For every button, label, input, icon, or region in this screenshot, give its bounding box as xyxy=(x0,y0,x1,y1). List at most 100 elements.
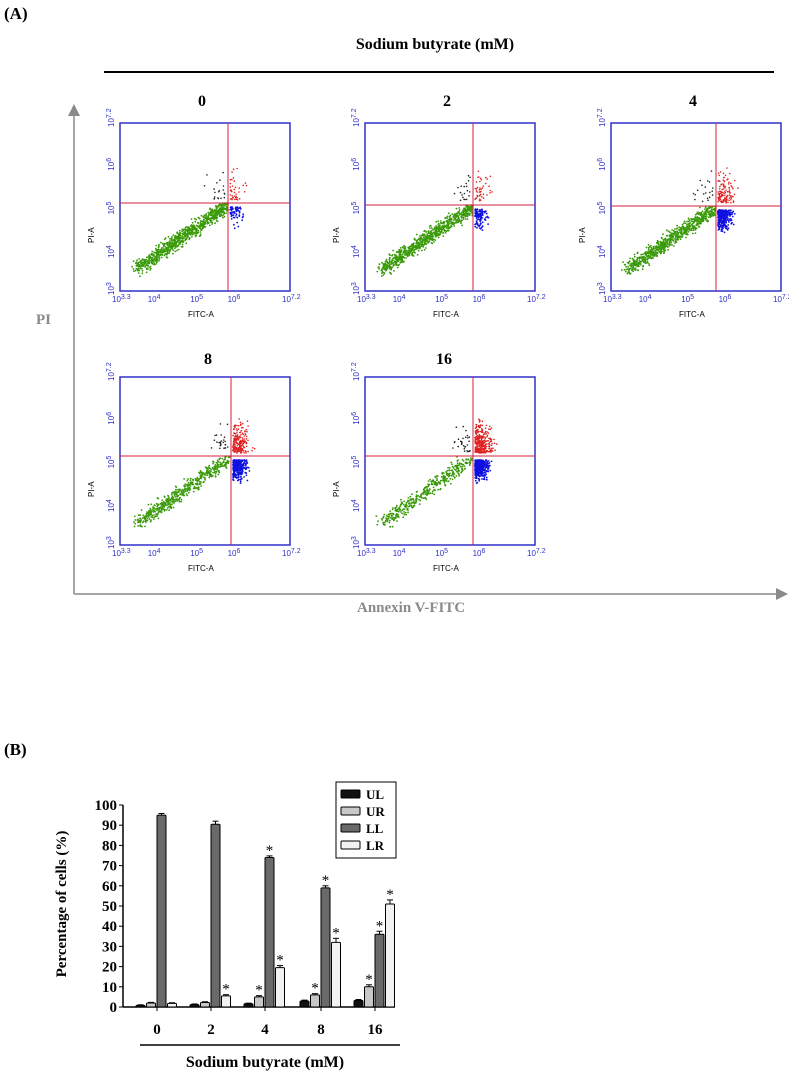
dot-ll xyxy=(650,247,652,249)
dot-lr xyxy=(732,212,734,214)
dot-ll xyxy=(190,479,192,481)
dot-ll xyxy=(711,211,713,213)
dot-ur xyxy=(730,197,732,199)
dot-ll xyxy=(193,491,195,493)
dot-ll xyxy=(464,468,466,470)
dot-ll xyxy=(461,466,463,468)
dot-ll xyxy=(188,487,190,489)
dot-ll xyxy=(167,502,169,504)
dot-ul xyxy=(709,192,711,194)
dot-ll xyxy=(203,476,205,478)
dot-ll xyxy=(194,221,196,223)
dot-ll xyxy=(627,266,629,268)
dot-ll xyxy=(426,488,428,490)
dot-ll xyxy=(200,220,202,222)
dot-lr xyxy=(238,215,240,217)
dot-ur xyxy=(239,442,241,444)
dot-ll xyxy=(437,489,439,491)
dot-lr xyxy=(482,221,484,223)
dot-ur xyxy=(478,171,480,173)
dot-ll xyxy=(401,513,403,515)
dot-lr xyxy=(231,206,233,208)
dot-ll xyxy=(408,503,410,505)
dot-ll xyxy=(458,468,460,470)
dot-ll xyxy=(151,515,153,517)
dot-ur xyxy=(242,448,244,450)
dot-ll xyxy=(188,482,190,484)
dot-ll xyxy=(178,239,180,241)
dot-ur xyxy=(247,440,249,442)
dot-ll xyxy=(419,235,421,237)
dot-ll xyxy=(212,211,214,213)
dot-ll xyxy=(643,256,645,258)
dot-ur xyxy=(479,189,481,191)
dot-lr xyxy=(248,467,250,469)
plot-x-label: FITC-A xyxy=(679,310,705,319)
dot-ll xyxy=(446,478,448,480)
dot-ur xyxy=(479,200,481,202)
x-tick-label: 107.2 xyxy=(527,294,546,304)
dot-ll xyxy=(389,272,391,274)
dot-ll xyxy=(166,499,168,501)
dot-ll xyxy=(184,238,186,240)
dot-ll xyxy=(644,252,646,254)
dot-ll xyxy=(212,467,214,469)
dot-ll xyxy=(140,522,142,524)
dot-ll xyxy=(183,491,185,493)
dot-ll xyxy=(160,506,162,508)
dot-ll xyxy=(682,234,684,236)
dot-lr xyxy=(235,463,237,465)
dot-ll xyxy=(225,466,227,468)
dot-ll xyxy=(412,498,414,500)
x-tick-label: 105 xyxy=(681,294,694,304)
y-tick-label: 104 xyxy=(597,245,607,258)
dot-ll xyxy=(641,258,643,260)
dot-lr xyxy=(245,472,247,474)
dot-ll xyxy=(211,223,213,225)
dot-ll xyxy=(433,487,435,489)
dot-ll xyxy=(201,478,203,480)
dot-lr xyxy=(727,215,729,217)
dot-ll xyxy=(396,251,398,253)
dot-ll xyxy=(457,459,459,461)
dot-ll xyxy=(216,205,218,207)
dot-ll xyxy=(652,257,654,259)
dot-lr xyxy=(488,460,490,462)
dot-ul xyxy=(222,172,224,174)
dot-ll xyxy=(686,223,688,225)
dot-ll xyxy=(682,226,684,228)
dot-ll xyxy=(444,225,446,227)
dot-ll xyxy=(167,253,169,255)
dot-ul xyxy=(712,194,714,196)
dot-ul xyxy=(697,189,699,191)
dot-ll xyxy=(442,235,444,237)
dot-ll xyxy=(416,494,418,496)
x-tick-label: 104 xyxy=(639,294,652,304)
dot-ll xyxy=(424,244,426,246)
dot-lr xyxy=(479,479,481,481)
dot-ll xyxy=(170,238,172,240)
dot-ur xyxy=(246,185,248,187)
dot-ll xyxy=(218,474,220,476)
dot-lr xyxy=(246,475,248,477)
dot-ur xyxy=(231,195,233,197)
plot-x-label: FITC-A xyxy=(433,310,459,319)
dot-ll xyxy=(703,215,705,217)
y-tick-label: 105 xyxy=(351,201,361,214)
dot-ll xyxy=(634,265,636,267)
dot-lr xyxy=(474,215,476,217)
dot-ll xyxy=(148,510,150,512)
dot-ll xyxy=(142,258,144,260)
dot-ll xyxy=(450,227,452,229)
dot-ll xyxy=(190,230,192,232)
dot-ll xyxy=(207,468,209,470)
dot-ll xyxy=(192,231,194,233)
dot-ll xyxy=(648,255,650,257)
dot-ll xyxy=(179,230,181,232)
dot-ll xyxy=(642,268,644,270)
dot-ll xyxy=(392,526,394,528)
dot-ll xyxy=(463,217,465,219)
dot-ll xyxy=(695,232,697,234)
dot-ur xyxy=(240,440,242,442)
dot-ur xyxy=(725,190,727,192)
